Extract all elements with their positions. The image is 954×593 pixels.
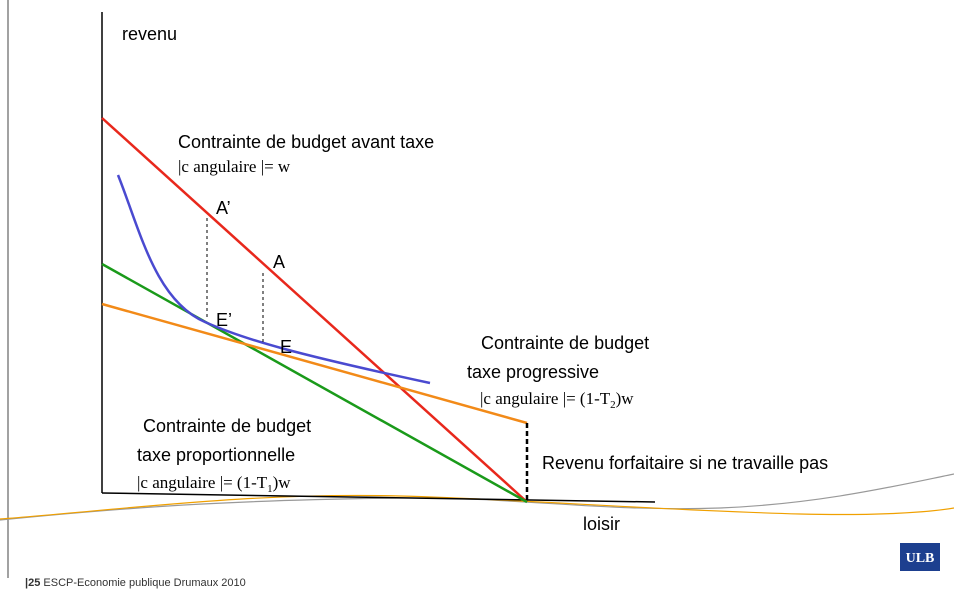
- subscript: 2: [610, 399, 616, 411]
- point-label: E’: [216, 310, 232, 330]
- x-axis: [101, 492, 656, 503]
- formula-part: )w: [273, 473, 292, 492]
- footer: |25 ESCP-Economie publique Drumaux 2010: [25, 577, 246, 589]
- logo-text: ULB: [906, 551, 935, 566]
- y-axis-label: revenu: [122, 24, 177, 44]
- logo: [900, 543, 940, 571]
- formula-part: )w: [616, 389, 635, 408]
- label: Contrainte de budget: [481, 333, 649, 353]
- indifference-curve: [116, 174, 431, 385]
- footer-text: ESCP-Economie publique Drumaux 2010: [43, 577, 245, 589]
- label: taxe progressive: [467, 362, 599, 382]
- formula: |c angulaire |= (1-T1)w: [137, 473, 291, 495]
- point-label: E: [280, 337, 292, 357]
- formula-part: |c angulaire |= (1-T: [480, 389, 611, 408]
- point-label: A’: [216, 198, 231, 218]
- formula-part: |c angulaire |= (1-T: [137, 473, 268, 492]
- point-label: A: [273, 252, 285, 272]
- budget-line-progressive: [101, 302, 528, 425]
- x-axis-label: loisir: [583, 514, 620, 534]
- label: Contrainte de budget avant taxe: [178, 132, 434, 152]
- label: taxe proportionnelle: [137, 445, 295, 465]
- decor-wave: [0, 473, 954, 521]
- subscript: 1: [267, 483, 273, 495]
- label: Contrainte de budget: [143, 416, 311, 436]
- formula: |c angulaire |= (1-T2)w: [480, 389, 634, 411]
- decor-wave: [0, 494, 954, 520]
- budget-line-before-tax: [101, 117, 528, 503]
- budget-line-proportional: [101, 262, 528, 504]
- formula: |c angulaire |= w: [178, 157, 291, 176]
- label: Revenu forfaitaire si ne travaille pas: [542, 453, 828, 473]
- page-number: |25: [25, 577, 40, 589]
